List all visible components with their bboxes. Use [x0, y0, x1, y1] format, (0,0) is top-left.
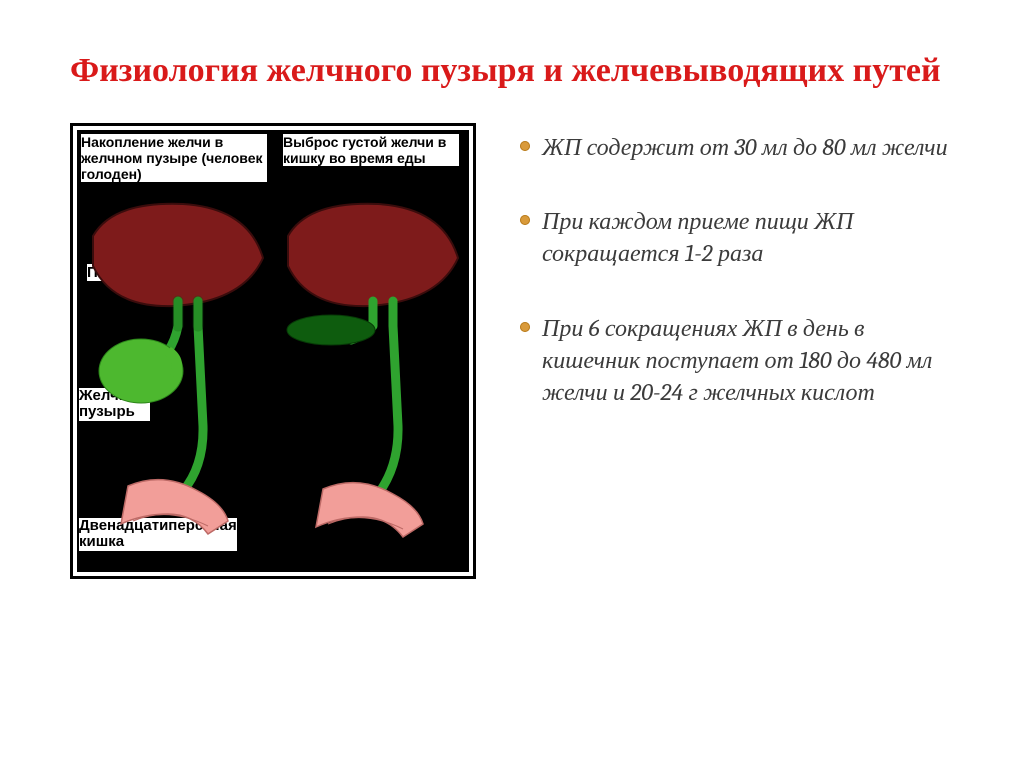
bullet-item: ЖП содержит от 30 мл до 80 мл желчи: [516, 131, 964, 163]
slide-title: Физиология желчного пузыря и желчевыводя…: [70, 50, 964, 93]
bullet-item: При каждом приеме пищи ЖП сокращается 1-…: [516, 205, 964, 270]
anatomy-diagram: Накопление желчи в желчном пузыре (челов…: [70, 123, 476, 579]
diagram-svg: [73, 126, 473, 576]
bullet-list: ЖП содержит от 30 мл до 80 мл желчи При …: [516, 123, 964, 451]
bullet-item: При 6 сокращениях ЖП в день в кишечник п…: [516, 312, 964, 409]
